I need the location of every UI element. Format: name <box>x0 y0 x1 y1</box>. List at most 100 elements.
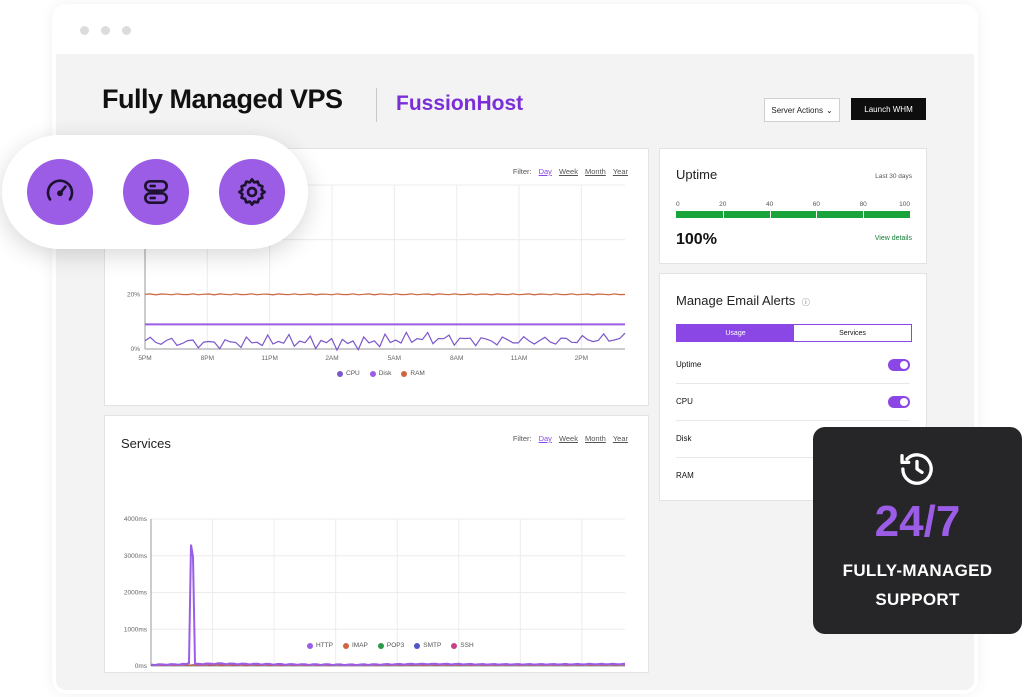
uptime-scale-label: 40 <box>765 201 774 208</box>
x-tick-label: 5AM <box>388 355 401 362</box>
filter-week[interactable]: Week <box>558 434 578 443</box>
cpu-toggle[interactable] <box>888 395 910 408</box>
filter-label: Filter: <box>512 434 532 443</box>
dashboard: Fully Managed VPS FussionHost Server Act… <box>56 54 974 690</box>
uptime-tick <box>863 211 865 218</box>
settings-button[interactable] <box>219 159 285 225</box>
legend-swatch <box>369 370 376 377</box>
window-dot[interactable] <box>80 26 89 35</box>
services-legend: HTTP IMAP POP3 SMTP SSH <box>307 642 474 649</box>
uptime-scale-label: 60 <box>812 201 821 208</box>
filter-year[interactable]: Year <box>612 167 628 176</box>
uptime-bar <box>676 211 910 218</box>
filter-label: Filter: <box>512 167 532 176</box>
legend-label: SMTP <box>423 642 442 649</box>
uptime-scale-label: 20 <box>719 201 727 208</box>
alert-label: CPU <box>676 397 693 406</box>
legend-item-pop3[interactable]: POP3 <box>377 642 405 649</box>
window-dot[interactable] <box>122 26 131 35</box>
y-tick-label: 2000ms <box>124 590 148 597</box>
legend-label: POP3 <box>386 642 405 649</box>
series-line-http <box>150 544 626 667</box>
alerts-tabs: Usage Services <box>676 324 912 342</box>
alert-row-cpu: CPU <box>676 383 910 421</box>
title-divider <box>376 88 377 122</box>
server-actions-label: Server Actions <box>771 105 823 115</box>
window-dot[interactable] <box>101 26 110 35</box>
x-tick-label: 8AM <box>450 355 463 362</box>
x-tick-label: 5PM <box>138 355 151 362</box>
legend-label: Disk <box>378 370 392 377</box>
support-line-1: FULLY-MANAGED <box>842 561 993 580</box>
services-filter: Filter: Day Week Month Year <box>513 434 628 443</box>
legend-item-http[interactable]: HTTP <box>307 642 333 649</box>
legend-label: IMAP <box>351 642 368 649</box>
usage-filter: Filter: Day Week Month Year <box>513 167 628 176</box>
uptime-tick <box>769 211 771 218</box>
browser-window: Fully Managed VPS FussionHost Server Act… <box>52 4 978 694</box>
uptime-scale-label: 100 <box>899 201 910 208</box>
alert-row-disk: Disk <box>676 420 910 458</box>
window-controls <box>80 26 131 35</box>
legend-label: RAM <box>410 370 425 377</box>
usage-legend: CPU Disk RAM <box>337 370 425 377</box>
y-tick-label: 1000ms <box>124 626 148 633</box>
uptime-tick <box>722 211 724 218</box>
x-tick-label: 11PM <box>261 355 278 362</box>
alert-label: RAM <box>676 471 694 480</box>
view-details-link[interactable]: View details <box>874 235 912 242</box>
y-tick-label: 20% <box>127 291 140 298</box>
legend-item-cpu[interactable]: CPU <box>337 370 360 377</box>
help-icon[interactable]: ⓘ <box>801 298 810 307</box>
server-button[interactable] <box>123 159 189 225</box>
server-actions-dropdown[interactable]: Server Actions ⌄ <box>764 98 840 122</box>
gear-icon <box>238 178 266 206</box>
x-tick-label: 2PM <box>575 355 588 362</box>
filter-month[interactable]: Month <box>584 434 606 443</box>
legend-item-smtp[interactable]: SMTP <box>414 642 441 649</box>
tab-services[interactable]: Services <box>839 329 866 337</box>
support-line-2: SUPPORT <box>875 590 960 609</box>
filter-week[interactable]: Week <box>558 167 578 176</box>
legend-swatch <box>307 642 313 649</box>
x-tick-label: 2AM <box>325 355 338 362</box>
filter-day[interactable]: Day <box>538 434 552 443</box>
alert-label: Uptime <box>676 360 702 369</box>
page-title: Fully Managed VPS <box>102 84 343 114</box>
y-tick-label: 0% <box>131 346 141 353</box>
speedometer-icon <box>46 179 74 201</box>
filter-day[interactable]: Day <box>538 167 552 176</box>
services-chart: 4000ms3000ms2000ms1000ms0ms5PM8PM11PM2AM… <box>124 516 626 670</box>
alert-label: Disk <box>676 434 692 443</box>
legend-item-ssh[interactable]: SSH <box>451 642 474 649</box>
brand-name: FussionHost <box>396 92 524 115</box>
uptime-toggle[interactable] <box>888 358 910 371</box>
legend-swatch <box>414 642 421 649</box>
support-card: 24/7 FULLY-MANAGED SUPPORT <box>813 427 1022 634</box>
legend-label: CPU <box>346 370 360 377</box>
history-clock-icon <box>900 453 933 485</box>
filter-month[interactable]: Month <box>584 167 606 176</box>
legend-item-ram[interactable]: RAM <box>401 370 425 377</box>
launch-whm-button[interactable]: Launch WHM <box>851 98 926 120</box>
uptime-scale-label: 80 <box>859 201 867 208</box>
server-icon <box>144 180 168 204</box>
alerts-title-text: Manage Email Alerts <box>676 293 796 308</box>
filter-year[interactable]: Year <box>612 434 628 443</box>
legend-swatch <box>342 642 349 649</box>
alert-row-uptime: Uptime <box>676 346 910 384</box>
legend-label: SSH <box>460 642 474 649</box>
alerts-title: Manage Email Alerts ⓘ <box>676 293 810 308</box>
legend-item-disk[interactable]: Disk <box>369 370 392 377</box>
x-tick-label: 8PM <box>201 355 214 362</box>
legend-swatch <box>337 370 343 377</box>
alert-row-ram: RAM <box>676 457 910 494</box>
legend-item-imap[interactable]: IMAP <box>342 642 368 649</box>
usage-chart-card: Filter: Day Week Month Year 60%40%20%0%5… <box>104 148 649 406</box>
performance-button[interactable] <box>27 159 93 225</box>
legend-label: HTTP <box>316 642 333 649</box>
series-line-ram <box>144 293 626 296</box>
tab-usage[interactable]: Usage <box>677 325 794 341</box>
legend-swatch <box>401 370 408 377</box>
